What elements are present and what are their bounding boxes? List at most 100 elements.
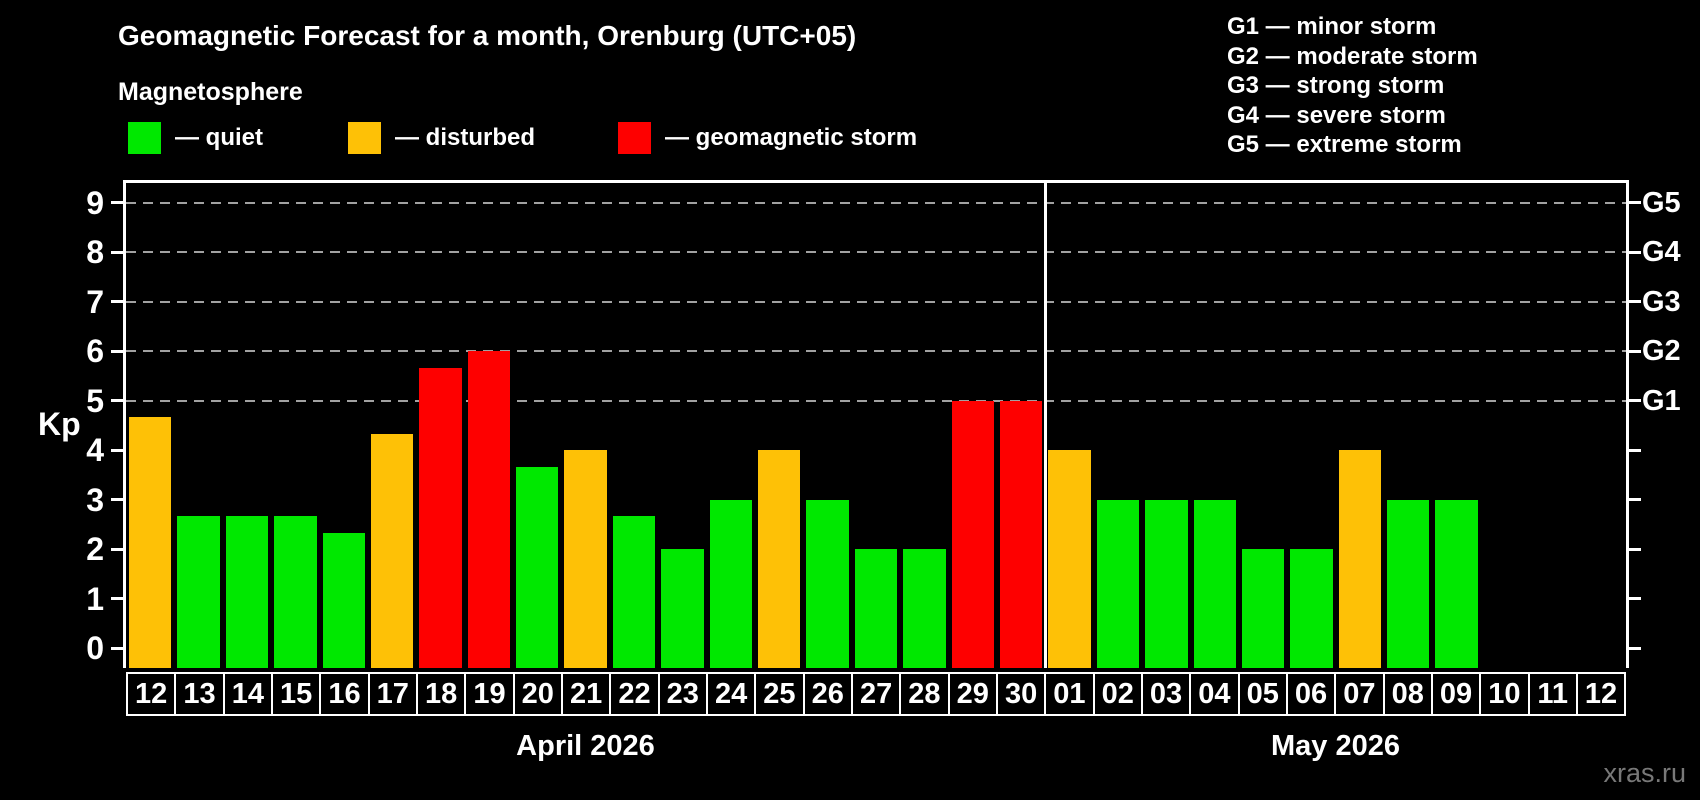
right-axis-label-g2: G2 [1642, 335, 1681, 368]
legend-label-storm: — geomagnetic storm [665, 124, 918, 151]
kp-bar-day-01 [1048, 450, 1091, 668]
day-label-cell: 30 [995, 672, 1047, 716]
day-label-cell: 01 [1044, 672, 1095, 716]
right-axis-label-g1: G1 [1642, 384, 1681, 417]
legend: — quiet — disturbed — geomagnetic storm [0, 120, 1200, 156]
day-label-cell: 28 [899, 672, 950, 716]
y-tick-right-4 [1629, 448, 1641, 452]
y-tick-left-6 [111, 349, 123, 353]
kp-bar-day-28 [903, 549, 946, 668]
y-tick-left-7 [111, 300, 123, 304]
y-tick-left-4 [111, 448, 123, 452]
y-tick-label-7: 7 [86, 283, 104, 320]
legend-label-disturbed: — disturbed [395, 124, 536, 151]
right-axis-label-g3: G3 [1642, 285, 1681, 318]
day-label-cell: 12 [126, 672, 177, 716]
g4-legend-line: G4 — severe storm [1227, 101, 1446, 129]
day-label-cell: 19 [464, 672, 515, 716]
kp-bar-day-06 [1290, 549, 1333, 668]
day-label-cell: 04 [1189, 672, 1240, 716]
kp-bar-day-29 [951, 400, 994, 668]
day-label-cell: 02 [1092, 672, 1143, 716]
page-title: Geomagnetic Forecast for a month, Orenbu… [118, 20, 857, 51]
legend-label-quiet: — quiet [175, 124, 263, 151]
day-label-cell: 16 [319, 672, 370, 716]
legend-item-disturbed: — disturbed [348, 120, 535, 156]
day-label-cell: 06 [1285, 672, 1337, 716]
g3-legend-line: G3 — strong storm [1227, 72, 1445, 99]
watermark: xras.ru [1603, 758, 1686, 788]
disturbed-color-swatch [348, 122, 381, 154]
day-label-cell: 22 [609, 672, 660, 716]
day-label-cell: 15 [270, 672, 322, 716]
y-tick-left-2 [111, 547, 123, 551]
y-tick-right-1 [1629, 597, 1641, 601]
kp-bar-day-03 [1145, 499, 1188, 668]
month-label-april: April 2026 [516, 730, 655, 762]
kp-bar-day-22 [612, 516, 656, 668]
kp-bar-day-18 [419, 367, 462, 668]
kp-bar-day-19 [467, 351, 511, 668]
y-tick-right-6 [1629, 349, 1641, 353]
gridline-kp9 [126, 201, 1626, 204]
right-axis-label-g5: G5 [1642, 186, 1681, 219]
magnetosphere-label: Magnetosphere [118, 78, 303, 106]
day-label-cell: 05 [1237, 672, 1288, 716]
y-tick-left-3 [111, 498, 123, 502]
gridline-kp6 [126, 350, 1626, 353]
day-label-cell: 14 [222, 672, 273, 716]
y-tick-left-1 [111, 597, 123, 601]
g2-legend-line: G2 — moderate storm [1227, 42, 1478, 70]
kp-bar-day-26 [806, 499, 849, 668]
y-tick-right-2 [1629, 547, 1641, 551]
y-tick-left-0 [111, 646, 123, 650]
y-tick-right-3 [1629, 498, 1641, 502]
month-separator-line [1043, 183, 1047, 668]
g-scale-legend: G1 — minor storm G2 — moderate storm G3 … [1227, 12, 1478, 160]
y-tick-label-6: 6 [86, 333, 104, 370]
day-label-cell: 13 [174, 672, 225, 716]
day-label-cell: 24 [705, 672, 757, 716]
right-axis-label-g4: G4 [1642, 236, 1681, 269]
kp-bar-day-15 [274, 516, 317, 668]
g5-legend-line: G5 — extreme storm [1227, 131, 1462, 158]
day-label-cell: 29 [947, 672, 998, 716]
kp-bar-day-20 [516, 466, 559, 668]
day-label-cell: 17 [367, 672, 418, 716]
kp-bar-day-07 [1338, 450, 1382, 668]
y-tick-right-8 [1629, 250, 1641, 254]
y-tick-right-0 [1629, 646, 1641, 650]
kp-bar-day-30 [999, 400, 1043, 668]
y-tick-right-7 [1629, 300, 1641, 304]
day-label-cell: 07 [1334, 672, 1385, 716]
gridline-kp7 [126, 300, 1626, 303]
legend-item-quiet: — quiet [128, 120, 263, 156]
day-label-cell: 12 [1575, 672, 1627, 716]
day-label-cell: 18 [415, 672, 467, 716]
y-tick-label-9: 9 [86, 184, 104, 221]
storm-color-swatch [618, 122, 651, 154]
y-tick-label-0: 0 [86, 630, 104, 667]
kp-bar-day-17 [370, 433, 414, 668]
kp-bar-day-24 [709, 499, 753, 668]
day-label-cell: 10 [1479, 672, 1530, 716]
kp-bar-day-04 [1193, 499, 1236, 668]
day-label-cell: 03 [1140, 672, 1192, 716]
kp-bar-day-14 [225, 516, 269, 668]
kp-bar-day-09 [1435, 499, 1478, 668]
kp-bar-day-12 [129, 417, 172, 668]
day-label-cell: 09 [1430, 672, 1482, 716]
y-tick-right-9 [1629, 201, 1641, 205]
kp-bar-day-16 [322, 532, 365, 668]
day-label-cell: 26 [802, 672, 853, 716]
kp-bar-day-05 [1241, 549, 1285, 668]
y-tick-label-3: 3 [86, 481, 104, 518]
y-axis-title: Kp [38, 406, 81, 442]
legend-item-storm: — geomagnetic storm [618, 120, 917, 156]
kp-bar-day-02 [1096, 499, 1140, 668]
y-tick-label-4: 4 [86, 432, 104, 469]
y-tick-left-9 [111, 201, 123, 205]
y-tick-label-5: 5 [86, 382, 104, 419]
y-tick-left-5 [111, 399, 123, 403]
day-label-cell: 27 [850, 672, 902, 716]
